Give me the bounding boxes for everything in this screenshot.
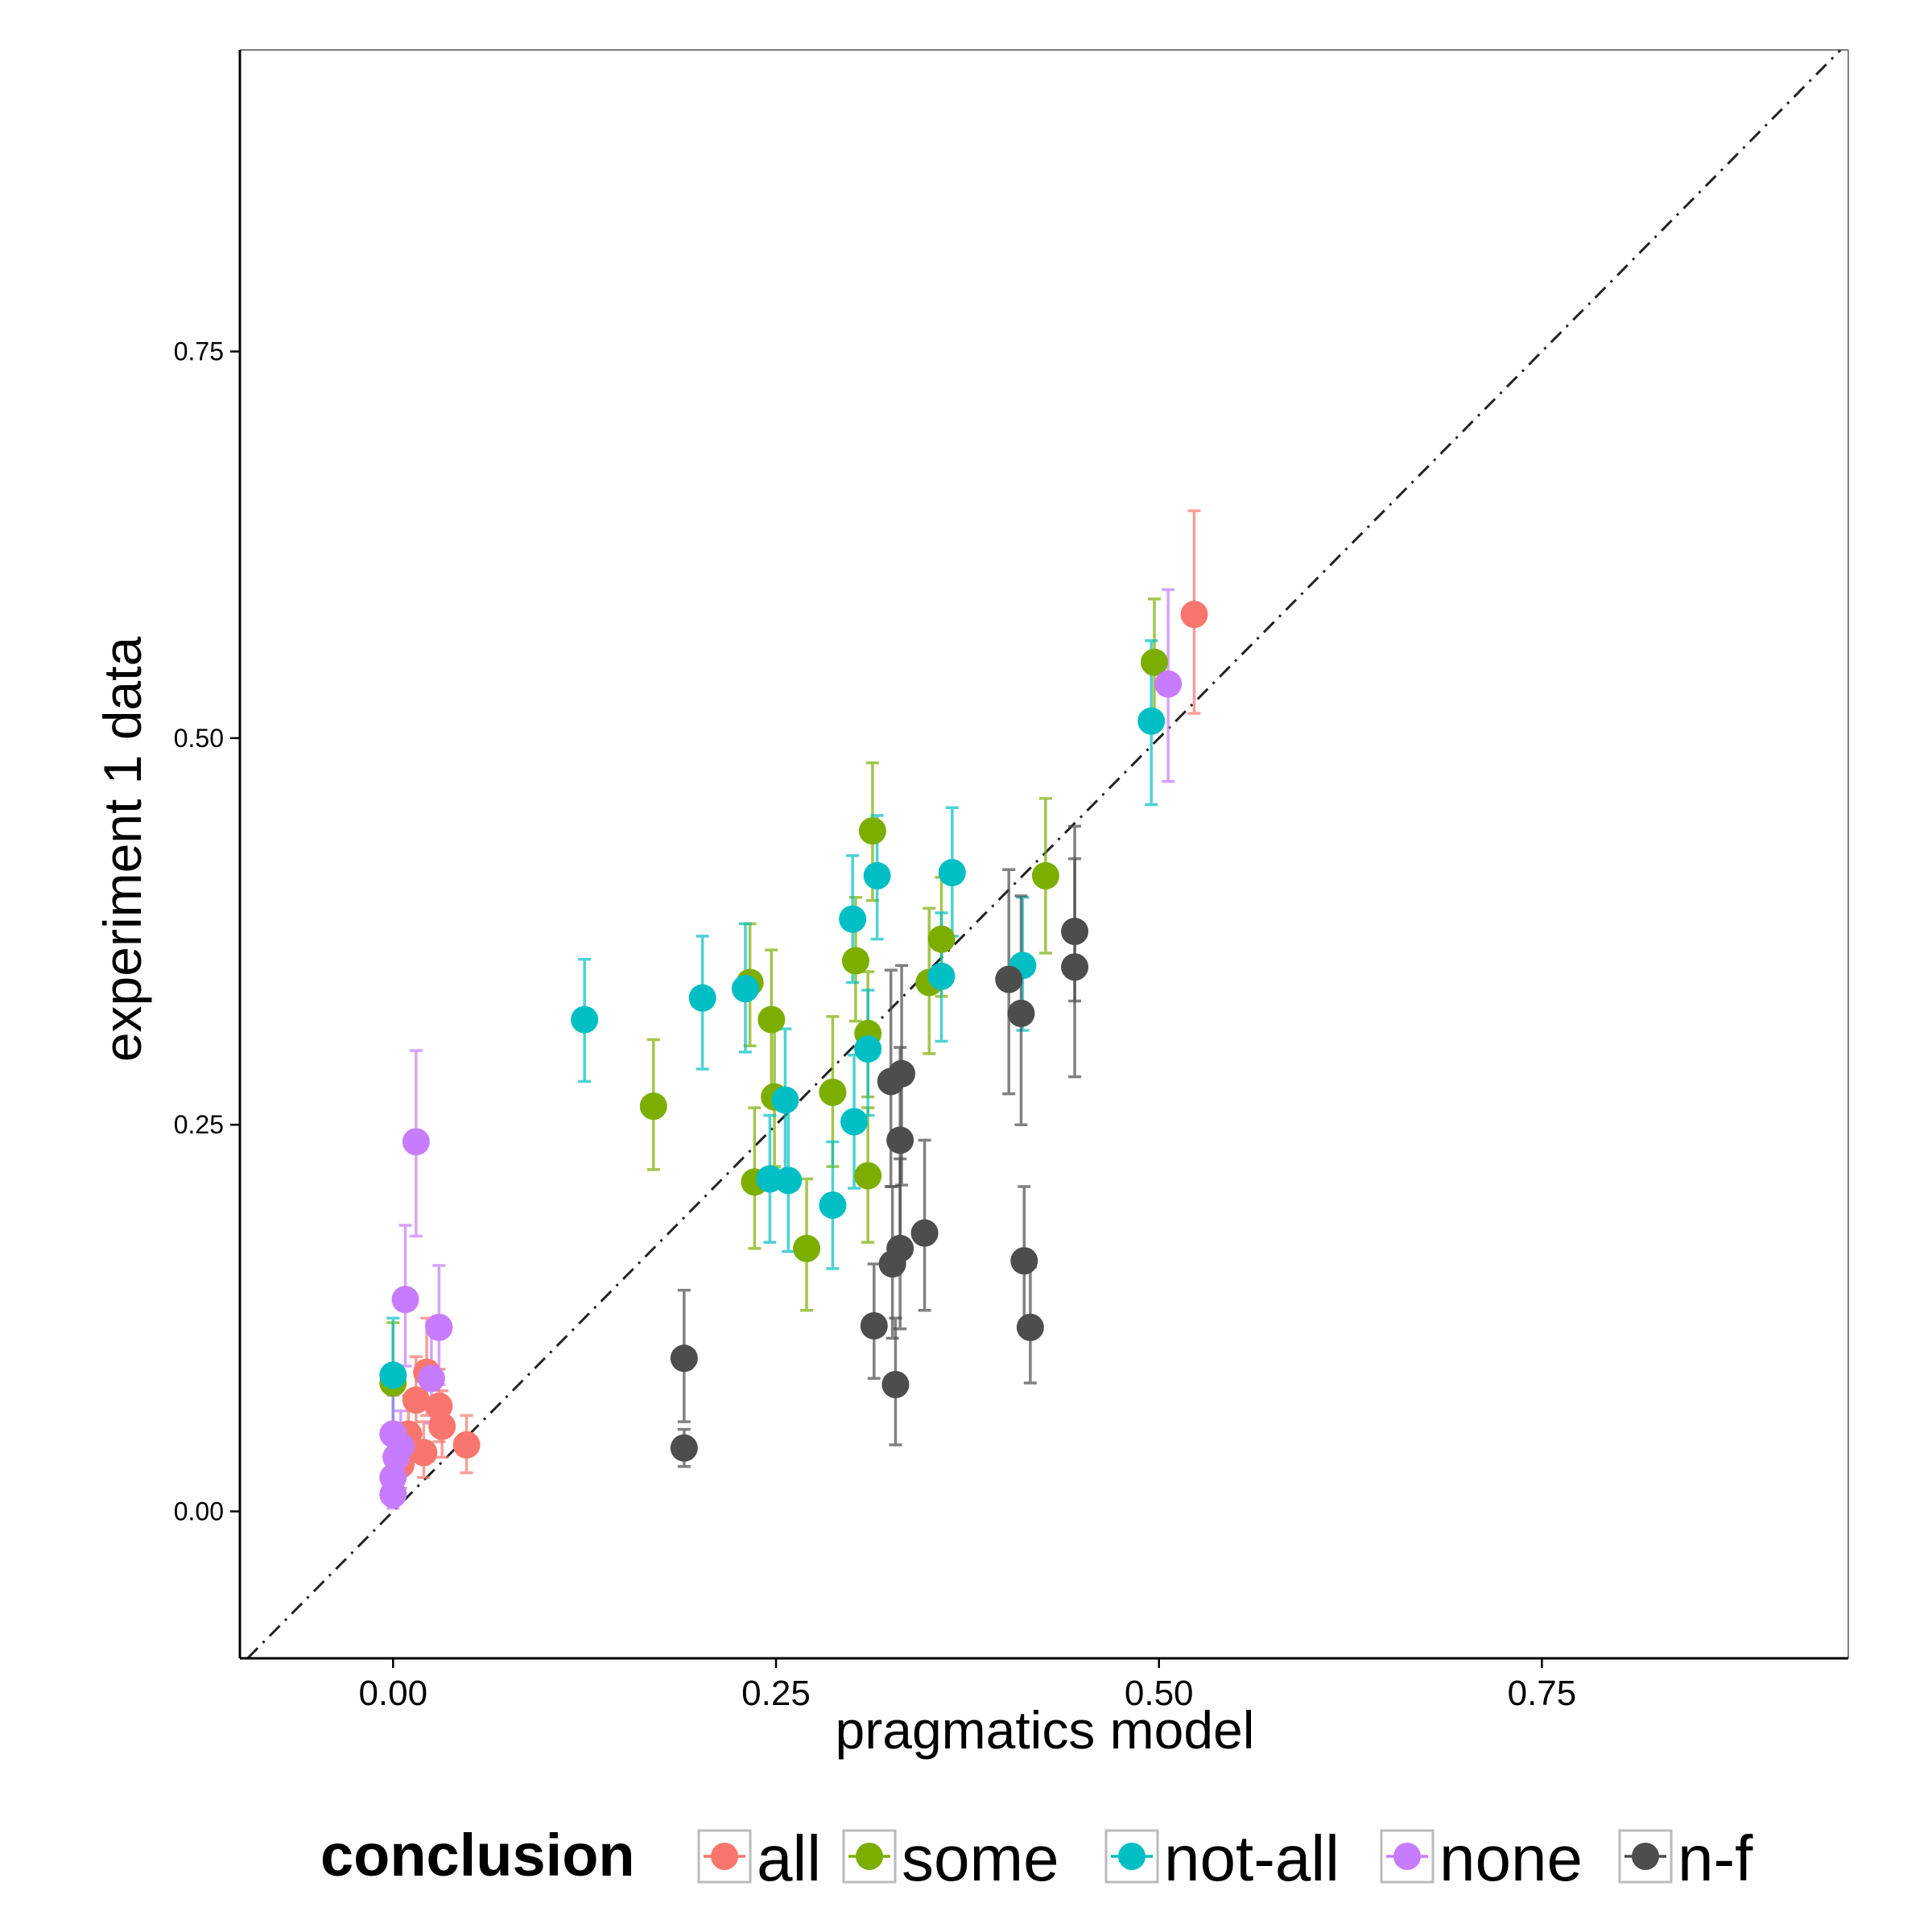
x-tick-layer: 0.00 0.25 0.50 0.75: [358, 1658, 1576, 1713]
data-point-n-f: [886, 1126, 914, 1154]
data-point-not-all: [819, 1191, 847, 1220]
data-point-not-all: [927, 962, 956, 990]
data-point-all: [402, 1386, 430, 1414]
data-point-not-all: [854, 1035, 882, 1063]
data-point-some: [854, 1162, 882, 1190]
legend-item-some: some: [842, 1823, 1059, 1894]
legend-key-dot: [1393, 1843, 1421, 1870]
x-tick-label: 0.00: [358, 1674, 427, 1713]
data-point-layer: [379, 601, 1208, 1509]
data-point-all: [428, 1412, 456, 1440]
error-bar-n-f: [1068, 824, 1082, 1079]
x-tick-label: 0.75: [1508, 1674, 1577, 1713]
data-point-not-all: [731, 975, 759, 1003]
y-tick-label: 0.75: [174, 337, 224, 366]
data-point-n-f: [881, 1370, 910, 1398]
data-point-not-all: [839, 905, 867, 933]
data-point-not-all: [688, 984, 716, 1012]
legend-label-not-all: not-all: [1164, 1823, 1340, 1894]
data-point-all: [425, 1392, 453, 1420]
legend-label-none: none: [1439, 1823, 1583, 1894]
data-point-not-all: [863, 861, 891, 890]
data-point-none: [402, 1128, 430, 1156]
data-point-none: [391, 1286, 419, 1314]
reference-line-layer: [246, 48, 1842, 1660]
data-point-n-f: [1016, 1313, 1044, 1341]
data-point-not-all: [774, 1166, 803, 1195]
y-axis-title: experiment 1 data: [93, 637, 152, 1063]
data-point-some: [1031, 861, 1059, 890]
data-point-all: [1180, 601, 1208, 629]
legend-key-dot: [1118, 1843, 1146, 1870]
y-tick-label: 0.25: [174, 1110, 224, 1139]
data-point-none: [382, 1443, 411, 1472]
data-point-some: [639, 1092, 667, 1121]
data-point-some: [1141, 648, 1169, 676]
reference-line: [246, 48, 1842, 1660]
y-tick-label: 0.00: [174, 1496, 224, 1525]
x-tick-label: 0.25: [741, 1674, 811, 1713]
legend-label-all: all: [757, 1823, 821, 1894]
data-point-not-all: [379, 1361, 407, 1389]
data-point-some: [793, 1234, 821, 1262]
data-point-none: [425, 1313, 453, 1341]
legend-item-n-f: n-f: [1618, 1823, 1753, 1894]
data-point-some: [758, 1005, 786, 1034]
data-point-n-f: [910, 1219, 939, 1247]
data-point-n-f: [670, 1434, 698, 1462]
axis-layer: [238, 49, 1849, 1660]
data-point-not-all: [771, 1086, 799, 1114]
data-point-n-f: [1010, 1247, 1038, 1275]
legend-title: conclusion: [320, 1822, 635, 1889]
y-tick-label: 0.50: [174, 724, 224, 753]
data-point-some: [858, 817, 886, 845]
data-point-all: [452, 1430, 481, 1459]
data-point-n-f: [670, 1344, 698, 1373]
legend-label-n-f: n-f: [1678, 1823, 1753, 1894]
legend-item-none: none: [1380, 1823, 1583, 1894]
data-point-none: [1154, 670, 1183, 698]
data-point-not-all: [1137, 707, 1166, 735]
data-point-all: [410, 1439, 438, 1467]
legend-item-not-all: not-all: [1104, 1823, 1340, 1894]
x-axis-title: pragmatics model: [836, 1700, 1255, 1760]
legend-label-some: some: [902, 1823, 1059, 1894]
data-point-not-all: [571, 1005, 599, 1034]
data-point-some: [841, 947, 869, 975]
data-point-not-all: [938, 859, 966, 887]
legend-key-dot: [1632, 1843, 1659, 1870]
data-point-n-f: [1061, 953, 1089, 981]
data-point-n-f: [1061, 918, 1089, 946]
x-tick-label: 0.50: [1125, 1674, 1194, 1713]
legend-key-dot: [856, 1843, 883, 1870]
y-tick-layer: 0.00 0.25 0.50 0.75: [174, 337, 240, 1525]
legend: conclusion all some not-all none n-f: [320, 1822, 1753, 1894]
data-point-n-f: [1007, 999, 1035, 1027]
legend-item-all: all: [697, 1823, 821, 1894]
data-point-n-f: [860, 1311, 888, 1340]
data-point-n-f: [878, 1250, 906, 1278]
data-point-some: [927, 925, 956, 953]
legend-key-dot: [711, 1843, 738, 1870]
data-point-some: [819, 1078, 847, 1106]
data-point-not-all: [840, 1108, 869, 1136]
data-point-none: [417, 1364, 445, 1393]
data-point-n-f: [995, 965, 1023, 993]
data-point-n-f: [877, 1067, 905, 1096]
data-point-none: [379, 1480, 407, 1509]
